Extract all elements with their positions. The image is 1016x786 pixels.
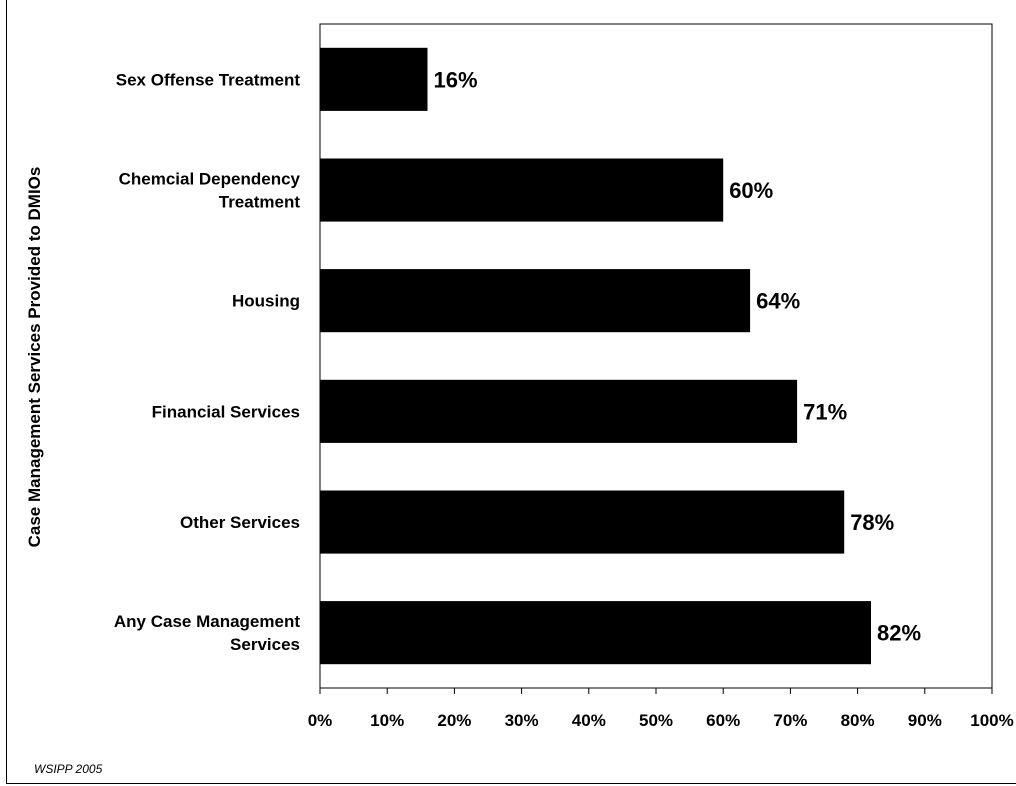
bar-6: [320, 601, 871, 665]
x-tick-label-4: 40%: [572, 711, 606, 730]
x-tick-label-8: 80%: [841, 711, 875, 730]
bar-2: [320, 158, 724, 222]
plot-area: [319, 23, 993, 689]
category-label-6: Any Case Management Services: [114, 612, 300, 654]
x-axis: 0% 10% 20% 30% 40% 50% 60% 70% 80% 90% 100%: [308, 687, 1014, 730]
category-label-4: Financial Services: [152, 402, 300, 421]
x-tick-label-9: 90%: [908, 711, 942, 730]
chart-frame: [6, 0, 1016, 784]
x-tick-label-5: 50%: [639, 711, 673, 730]
y-axis-label: Case Management Services Provided to DMI…: [25, 167, 44, 548]
x-tick-label-1: 10%: [370, 711, 404, 730]
category-label-1: Sex Offense Treatment: [116, 70, 301, 89]
x-tick-label-3: 30%: [505, 711, 539, 730]
x-tick-label-2: 20%: [437, 711, 471, 730]
data-label-6: 82%: [877, 621, 921, 646]
x-tick-label-0: 0%: [308, 711, 333, 730]
data-label-1: 16%: [434, 67, 478, 92]
bar-3: [320, 269, 751, 333]
source-footnote: WSIPP 2005: [34, 762, 103, 776]
bar-4: [320, 379, 798, 443]
category-label-5: Other Services: [180, 513, 300, 532]
data-label-4: 71%: [803, 399, 847, 424]
x-tick-label-7: 70%: [773, 711, 807, 730]
category-label-3: Housing: [232, 292, 300, 311]
data-labels-group: 16% 60% 64% 71% 78% 82%: [434, 67, 922, 645]
x-tick-label-6: 60%: [706, 711, 740, 730]
category-labels-group: Sex Offense Treatment Chemcial Dependency…: [114, 70, 301, 654]
x-tick-label-10: 100%: [970, 711, 1013, 730]
data-label-2: 60%: [729, 178, 773, 203]
bar-5: [320, 490, 845, 554]
data-label-5: 78%: [850, 510, 894, 535]
data-label-3: 64%: [756, 289, 800, 314]
bars-group: [320, 47, 871, 665]
bar-1: [320, 47, 428, 111]
category-label-2: Chemcial Dependency Treatment: [119, 170, 301, 212]
